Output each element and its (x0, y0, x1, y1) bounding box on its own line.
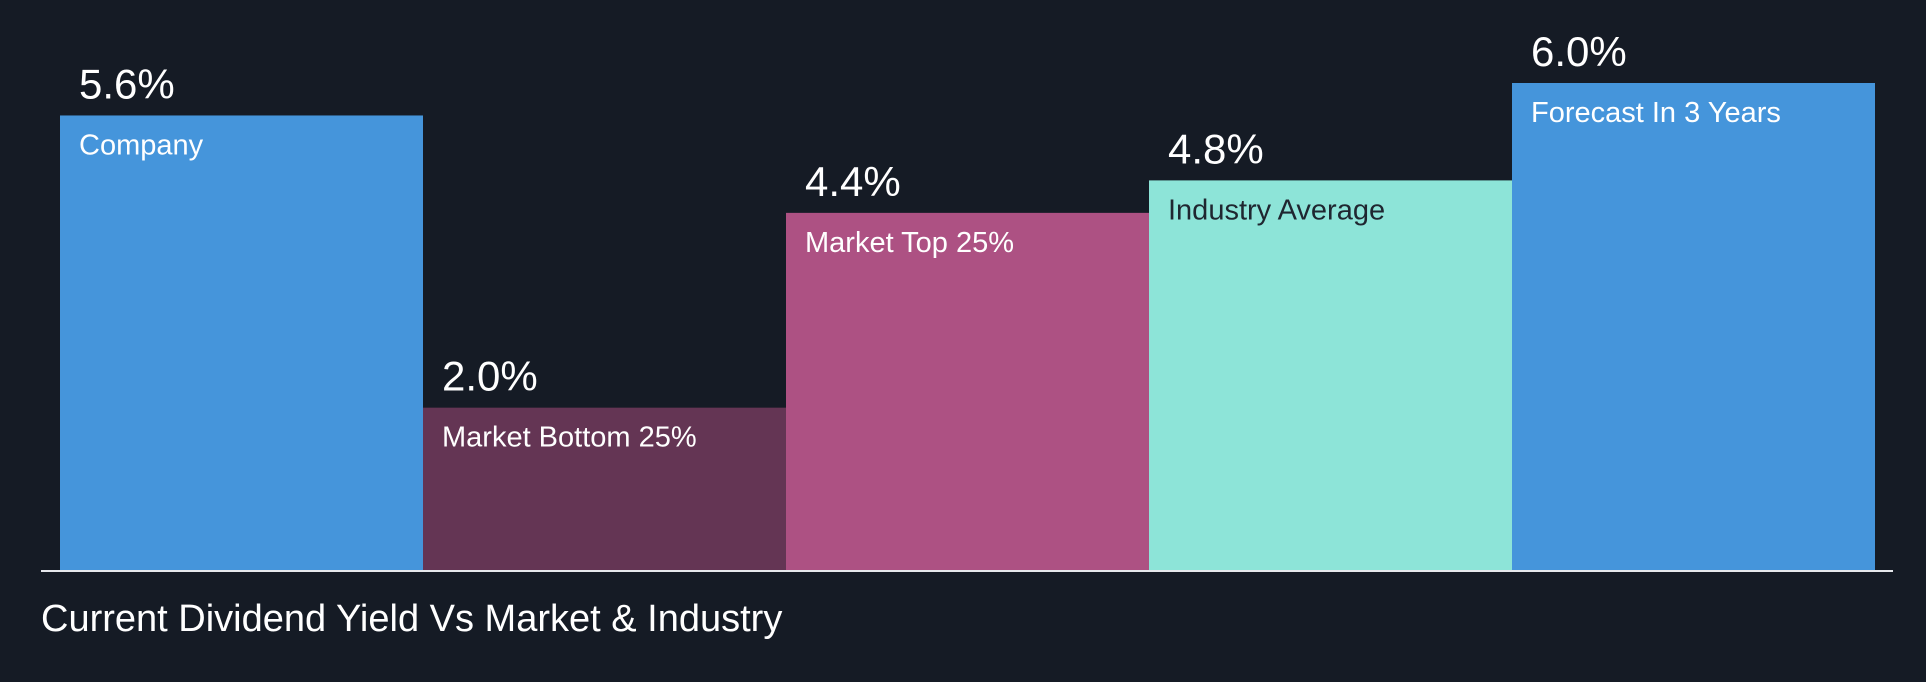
bar-4 (1149, 180, 1512, 570)
bar-category-label: Market Top 25% (805, 227, 1014, 259)
chart-title: Current Dividend Yield Vs Market & Indus… (41, 598, 783, 640)
bar-value-label: 6.0% (1531, 28, 1627, 75)
bars-group: 5.6% Company 2.0% Market Bottom 25% 4.4% Mark… (60, 28, 1875, 570)
bar-category-label: Company (79, 129, 204, 161)
bar-category-label: Market Bottom 25% (442, 422, 697, 454)
bar-value-label: 4.4% (805, 158, 901, 205)
bar-2 (423, 407, 786, 570)
bar-5 (1512, 83, 1875, 570)
bar-category-label: Industry Average (1168, 194, 1385, 226)
bar-value-label: 4.8% (1168, 125, 1264, 172)
bar-value-label: 2.0% (442, 353, 538, 400)
bar-category-label: Forecast In 3 Years (1531, 97, 1781, 129)
bar-1 (60, 115, 423, 570)
bar-value-label: 5.6% (79, 60, 175, 107)
bar-3 (786, 212, 1149, 570)
